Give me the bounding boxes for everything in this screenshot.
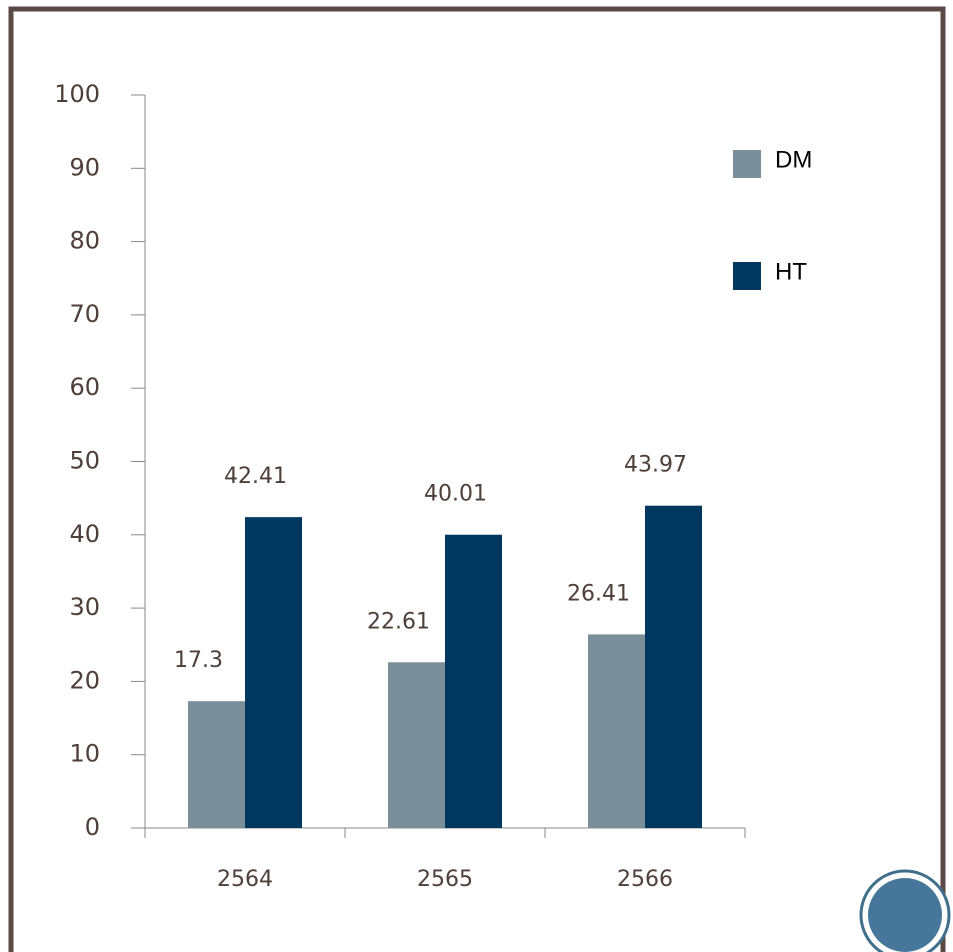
- y-tick-label: 90: [69, 153, 100, 181]
- bar: [188, 701, 245, 828]
- y-tick-label: 10: [69, 740, 100, 768]
- bar: [645, 505, 702, 828]
- legend-swatch: [733, 150, 761, 178]
- x-tick-label: 2566: [617, 867, 673, 892]
- y-tick-label: 50: [69, 447, 100, 475]
- y-tick-label: 20: [69, 666, 100, 694]
- y-tick-label: 40: [69, 520, 100, 548]
- value-label: 17.3: [174, 648, 223, 673]
- x-tick-label: 2564: [217, 867, 273, 892]
- y-tick-label: 100: [54, 80, 100, 108]
- y-tick-label: 70: [69, 300, 100, 328]
- y-tick-label: 30: [69, 593, 100, 621]
- value-label: 26.41: [567, 581, 630, 606]
- value-label: 42.41: [224, 464, 287, 489]
- x-tick-label: 2565: [417, 867, 473, 892]
- y-tick-label: 80: [69, 227, 100, 255]
- y-tick-label: 0: [85, 813, 100, 841]
- frame: [8, 6, 946, 952]
- y-tick-label: 60: [69, 373, 100, 401]
- bar: [588, 634, 645, 828]
- value-label: 40.01: [424, 482, 487, 507]
- bar: [445, 534, 502, 828]
- value-label: 22.61: [367, 609, 430, 634]
- decoration-disc: [868, 878, 942, 952]
- legend-label: HT: [775, 258, 807, 285]
- value-label: 43.97: [624, 453, 687, 478]
- bar: [388, 662, 445, 828]
- bar: [245, 517, 302, 828]
- legend-label: DM: [775, 146, 812, 173]
- legend-swatch: [733, 262, 761, 290]
